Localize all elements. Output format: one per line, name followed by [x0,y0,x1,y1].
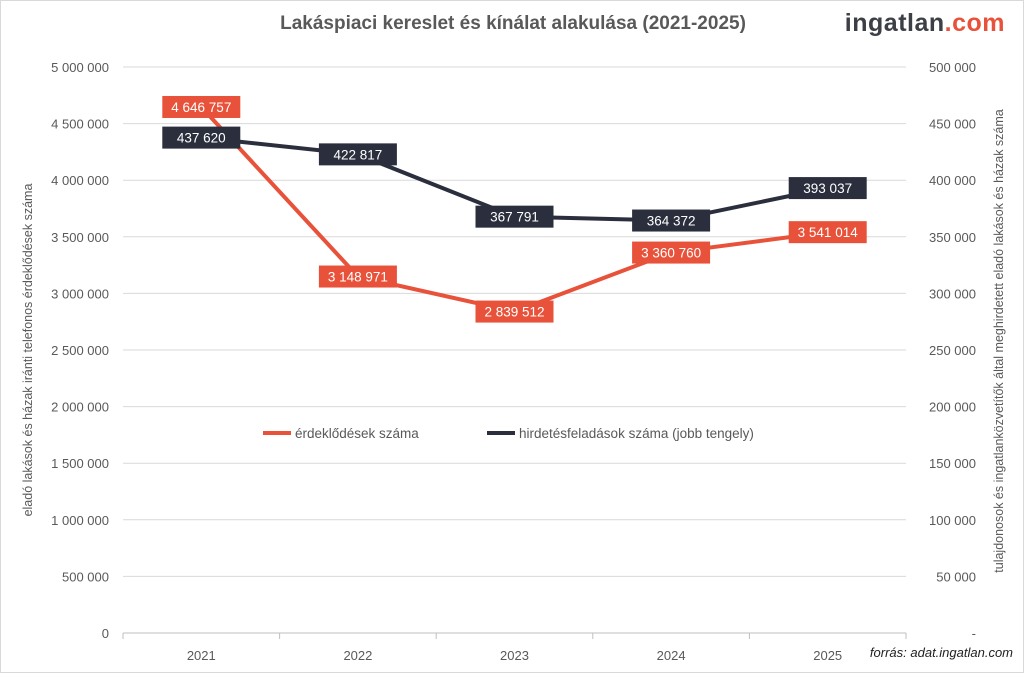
data-label: 393 037 [803,181,852,196]
y2-tick-label: 200 000 [929,400,976,415]
y2-tick-label: 500 000 [929,60,976,75]
y2-tick-label: 150 000 [929,456,976,471]
data-label: 4 646 757 [171,100,231,115]
y-tick-label: 0 [102,626,109,641]
data-label: 422 817 [333,147,382,162]
y-tick-label: 1 500 000 [51,456,109,471]
data-label-box [632,241,711,264]
logo-main: ingatlan [844,9,945,37]
data-label-box [475,300,554,323]
y2-axis-label: tulajdonosok és ingatlanközvetítők által… [992,109,1006,573]
chart-title: Lakáspiaci kereslet és kínálat alakulása… [280,13,746,34]
source-note: forrás: adat.ingatlan.com [869,645,1013,660]
data-label-box [162,95,241,118]
data-label-box [162,126,241,149]
y2-tick-label: 100 000 [929,513,976,528]
y2-tick-label: 300 000 [929,286,976,301]
y-tick-label: 3 000 000 [51,286,109,301]
y2-tick-label: 400 000 [929,173,976,188]
x-tick-label: 2025 [813,648,842,663]
y-tick-label: 1 000 000 [51,513,109,528]
data-label: 437 620 [177,131,226,146]
data-label-box [788,221,867,244]
y-tick-label: 2 500 000 [51,343,109,358]
x-tick-label: 2021 [187,648,216,663]
y-tick-label: 4 500 000 [51,117,109,132]
data-label: 2 839 512 [484,305,544,320]
data-label: 3 360 760 [641,246,701,261]
logo-accent: .com [944,9,1005,37]
y2-tick-label: 450 000 [929,117,976,132]
data-label: 364 372 [647,214,696,229]
data-label-box [788,177,867,200]
x-tick-label: 2022 [343,648,372,663]
x-tick-label: 2024 [657,648,686,663]
data-label: 3 148 971 [328,270,388,285]
x-tick-label: 2023 [500,648,529,663]
y2-tick-label: 350 000 [929,230,976,245]
y-tick-label: 500 000 [62,569,109,584]
data-label-box [318,265,397,288]
data-label-box [632,209,711,232]
legend-label: érdeklődések száma [295,426,419,441]
y-tick-label: 3 500 000 [51,230,109,245]
data-label-box [475,205,554,228]
legend-label: hirdetésfeladások száma (jobb tengely) [519,426,754,441]
y-tick-label: 5 000 000 [51,60,109,75]
logo: ingatlan.com [845,9,1005,38]
data-label-box [318,143,397,166]
y2-tick-label: 50 000 [936,569,976,584]
y2-tick-label: 250 000 [929,343,976,358]
data-label: 3 541 014 [798,225,859,240]
y2-tick-label: - [972,626,976,641]
y-tick-label: 2 000 000 [51,400,109,415]
y-axis-label: eladó lakások és házak iránti telefonos … [21,184,35,517]
data-label: 367 791 [490,210,539,225]
y-tick-label: 4 000 000 [51,173,109,188]
